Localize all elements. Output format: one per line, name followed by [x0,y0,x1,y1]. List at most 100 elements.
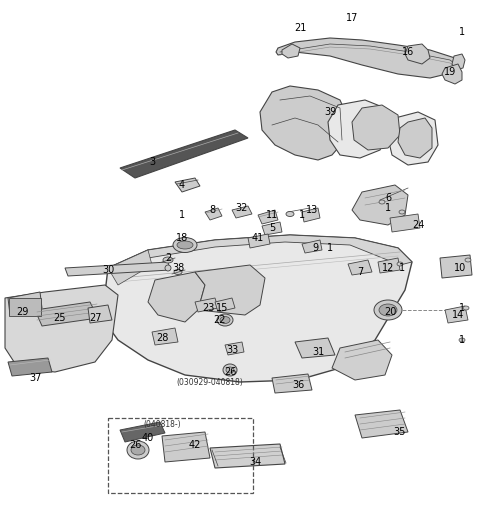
Polygon shape [272,374,312,393]
Text: 23: 23 [202,303,214,313]
Polygon shape [355,410,408,438]
Ellipse shape [379,200,385,204]
Text: 29: 29 [16,307,28,317]
Ellipse shape [379,304,397,316]
Text: 5: 5 [269,223,275,233]
Polygon shape [328,100,390,158]
Ellipse shape [397,262,403,266]
Text: 14: 14 [452,310,464,320]
Text: 17: 17 [346,13,358,23]
Text: 10: 10 [454,263,466,273]
Text: 31: 31 [312,347,324,357]
Polygon shape [352,105,400,150]
Text: 24: 24 [412,220,424,230]
Text: 16: 16 [402,47,414,57]
Text: 19: 19 [444,67,456,77]
Ellipse shape [399,210,405,214]
Polygon shape [225,342,244,355]
Text: 7: 7 [357,267,363,277]
Text: 22: 22 [214,315,226,325]
Polygon shape [445,306,468,323]
Ellipse shape [173,238,197,252]
Text: 18: 18 [176,233,188,243]
Polygon shape [262,222,282,235]
Polygon shape [258,210,278,224]
Polygon shape [260,86,348,160]
Text: 11: 11 [266,210,278,220]
Text: 39: 39 [324,107,336,117]
Text: 1: 1 [179,210,185,220]
Polygon shape [108,235,412,272]
Polygon shape [120,422,165,442]
Polygon shape [152,328,178,345]
Polygon shape [295,338,335,358]
Polygon shape [65,262,170,276]
Text: 4: 4 [179,180,185,190]
Polygon shape [5,285,118,372]
Polygon shape [232,206,252,218]
Text: 30: 30 [102,265,114,275]
Polygon shape [276,38,458,78]
Text: 1: 1 [299,210,305,220]
Ellipse shape [131,445,145,455]
Polygon shape [405,44,430,64]
Polygon shape [88,305,112,323]
Text: 1: 1 [459,27,465,37]
Text: 35: 35 [394,427,406,437]
Ellipse shape [223,364,237,376]
Polygon shape [215,298,235,312]
Polygon shape [108,250,152,285]
Text: 34: 34 [249,457,261,467]
Text: 8: 8 [209,205,215,215]
Text: 9: 9 [312,243,318,253]
Polygon shape [102,235,412,382]
Ellipse shape [226,367,234,373]
Bar [9,298,41,316]
Polygon shape [398,118,432,158]
Ellipse shape [177,241,193,249]
Polygon shape [175,178,200,192]
Polygon shape [442,64,462,84]
Polygon shape [282,44,300,58]
Ellipse shape [220,316,230,324]
Polygon shape [8,358,52,376]
Polygon shape [195,298,218,312]
Polygon shape [120,130,248,178]
Text: 26: 26 [224,367,236,377]
Text: 26: 26 [129,440,141,450]
Ellipse shape [463,306,469,310]
Text: 2: 2 [165,253,171,263]
Polygon shape [162,432,210,462]
Ellipse shape [165,265,171,271]
Text: 20: 20 [384,307,396,317]
Polygon shape [205,208,222,220]
Ellipse shape [374,300,402,320]
Polygon shape [388,112,438,165]
Text: 21: 21 [294,23,306,33]
Text: 36: 36 [292,380,304,390]
Text: 41: 41 [252,233,264,243]
Polygon shape [302,240,322,253]
Polygon shape [195,265,265,315]
Ellipse shape [459,338,465,342]
Text: 1: 1 [399,263,405,273]
Polygon shape [248,234,270,248]
Polygon shape [378,258,400,273]
Text: 33: 33 [226,345,238,355]
Text: 27: 27 [89,313,101,323]
Polygon shape [452,54,465,70]
Text: 42: 42 [189,440,201,450]
Polygon shape [210,444,285,468]
Text: 3: 3 [149,157,155,167]
Text: 38: 38 [172,263,184,273]
Polygon shape [35,302,98,326]
Polygon shape [348,260,372,275]
Bar [108,418,253,493]
Text: 1: 1 [459,335,465,345]
Ellipse shape [174,270,182,274]
Ellipse shape [163,257,173,263]
Text: 15: 15 [216,303,228,313]
Polygon shape [332,340,392,380]
Text: 37: 37 [29,373,41,383]
Ellipse shape [465,258,471,262]
